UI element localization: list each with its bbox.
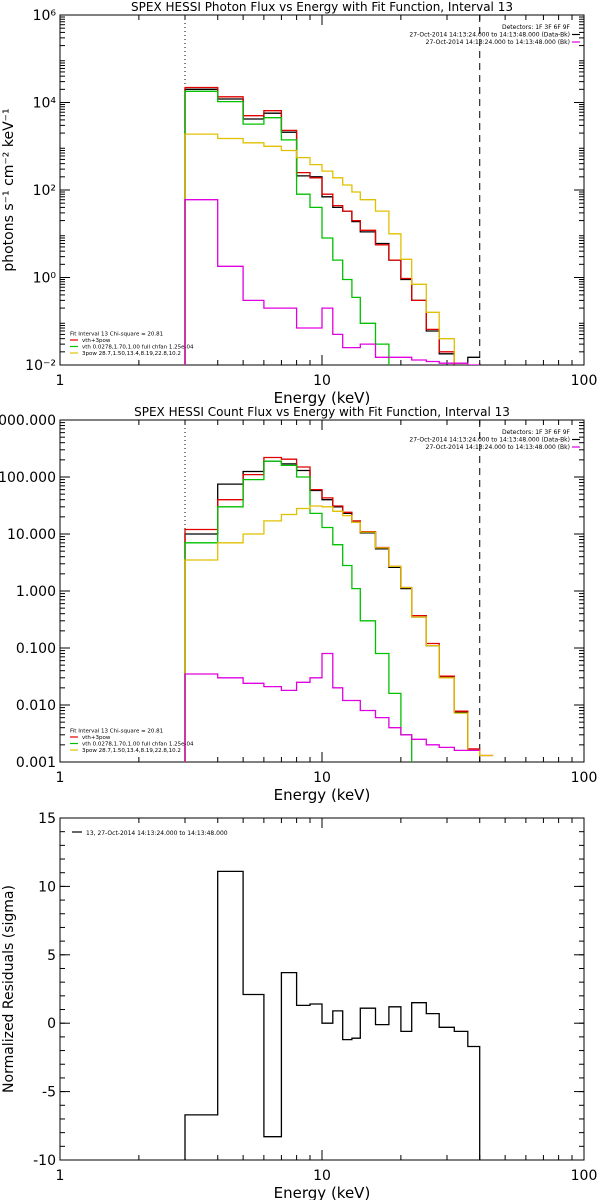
- series-pow-line: [184, 133, 469, 365]
- y-axis-label: Normalized Residuals (sigma): [1, 885, 17, 1093]
- series-total-line: [184, 456, 494, 762]
- legend-entry: vth+3pow: [82, 735, 111, 741]
- legend-entry: 13, 27-Oct-2014 14:13:24.000 to 14:13:48…: [86, 830, 228, 837]
- legend-entry: vth 0.0278,1.70,1.00 full chfan 1.25e-04: [82, 345, 194, 351]
- chart-title: SPEX HESSI Photon Flux vs Energy with Fi…: [131, 0, 513, 14]
- x-tick-label: 1: [56, 373, 65, 389]
- y-tick-label: 10.000: [7, 527, 56, 543]
- y-tick-label: 0.010: [16, 698, 56, 714]
- legend-entry: Fit Interval 13 Chi-square = 20.81: [70, 332, 163, 338]
- chart-panel-1: SPEX HESSI Photon Flux vs Energy with Fi…: [1, 0, 598, 407]
- series-vth-line: [184, 90, 390, 365]
- y-tick-label: 10: [38, 879, 56, 895]
- y-axis-label: photons s⁻¹ cm⁻² keV⁻¹: [1, 108, 17, 271]
- y-tick-label: -10: [33, 1153, 56, 1169]
- x-tick-label: 1: [56, 1168, 65, 1184]
- y-tick-label: 10²: [33, 183, 56, 199]
- series-bk-line: [184, 652, 480, 762]
- y-tick-label: 10⁴: [33, 96, 57, 112]
- legend-entry: 27-Oct-2014 14:13:24.000 to 14:13:48.000…: [409, 32, 570, 39]
- plot-frame: [59, 419, 585, 763]
- x-tick-label: 10: [313, 1168, 331, 1184]
- legend-entry: Detectors: 1F 3F 6F 9F: [502, 429, 571, 436]
- x-tick-label: 100: [571, 1168, 598, 1184]
- y-tick-label: 100.000: [0, 470, 56, 486]
- y-tick-label: 0: [47, 1016, 56, 1032]
- y-tick-label: 10⁶: [33, 8, 57, 24]
- legend-entry: 3pow 28.7,1.50,13.4,8.19,22.8,10.2: [82, 748, 181, 754]
- series-residuals-line: [184, 870, 481, 1160]
- y-tick-label: 15: [38, 811, 56, 827]
- legend-entry: vth 0.0278,1.70,1.00 full chfan 1.25e-04: [82, 742, 194, 748]
- chart-panel-3: 1 10 100 -10 -5 0 5 10 15 Energy (keV) Normalized …: [1, 811, 597, 1200]
- x-axis-label: Energy (keV): [274, 389, 371, 407]
- legend-entry: 3pow 28.7,1.50,13.4,8.19,22.8,10.2: [82, 351, 181, 357]
- legend-entry: 27-Oct-2014 14:13:24.000 to 14:13:48.000…: [409, 437, 570, 444]
- legend-entry: 27-Oct-2014 14:13:24.000 to 14:13:48.000…: [426, 444, 570, 451]
- x-tick-label: 100: [571, 770, 598, 786]
- x-tick-label: 10: [313, 373, 331, 389]
- y-tick-label: -5: [42, 1085, 56, 1101]
- legend-entry: vth+3pow: [82, 338, 111, 344]
- legend-entry: Detectors: 1F 3F 6F 9F: [502, 24, 571, 31]
- x-axis-label: Energy (keV): [274, 786, 371, 804]
- plot-frame: [59, 817, 585, 1161]
- x-tick-label: 10: [313, 770, 331, 786]
- x-tick-label: 1: [56, 770, 65, 786]
- x-axis-label: Energy (keV): [274, 1184, 371, 1200]
- y-tick-label: 0.001: [16, 755, 56, 771]
- y-tick-label: 10⁻²: [25, 358, 56, 374]
- x-tick-label: 100: [571, 373, 598, 389]
- y-tick-label: 1.000: [16, 584, 56, 600]
- legend-entry: 27-Oct-2014 14:13:24.000 to 14:13:48.000…: [426, 39, 570, 46]
- chart-title: SPEX HESSI Count Flux vs Energy with Fit…: [134, 405, 510, 419]
- y-tick-label: 0.100: [16, 641, 56, 657]
- series-total-line: [184, 86, 455, 365]
- series-bk-line: [184, 199, 480, 365]
- series-pow-line: [184, 505, 494, 762]
- y-tick-label: 5: [47, 948, 56, 964]
- legend-entry: Fit Interval 13 Chi-square = 20.81: [70, 729, 163, 735]
- series-vth-line: [184, 460, 413, 762]
- y-tick-label: 10⁰: [33, 271, 57, 287]
- chart-panel-2: SPEX HESSI Count Flux vs Energy with Fit…: [0, 405, 597, 804]
